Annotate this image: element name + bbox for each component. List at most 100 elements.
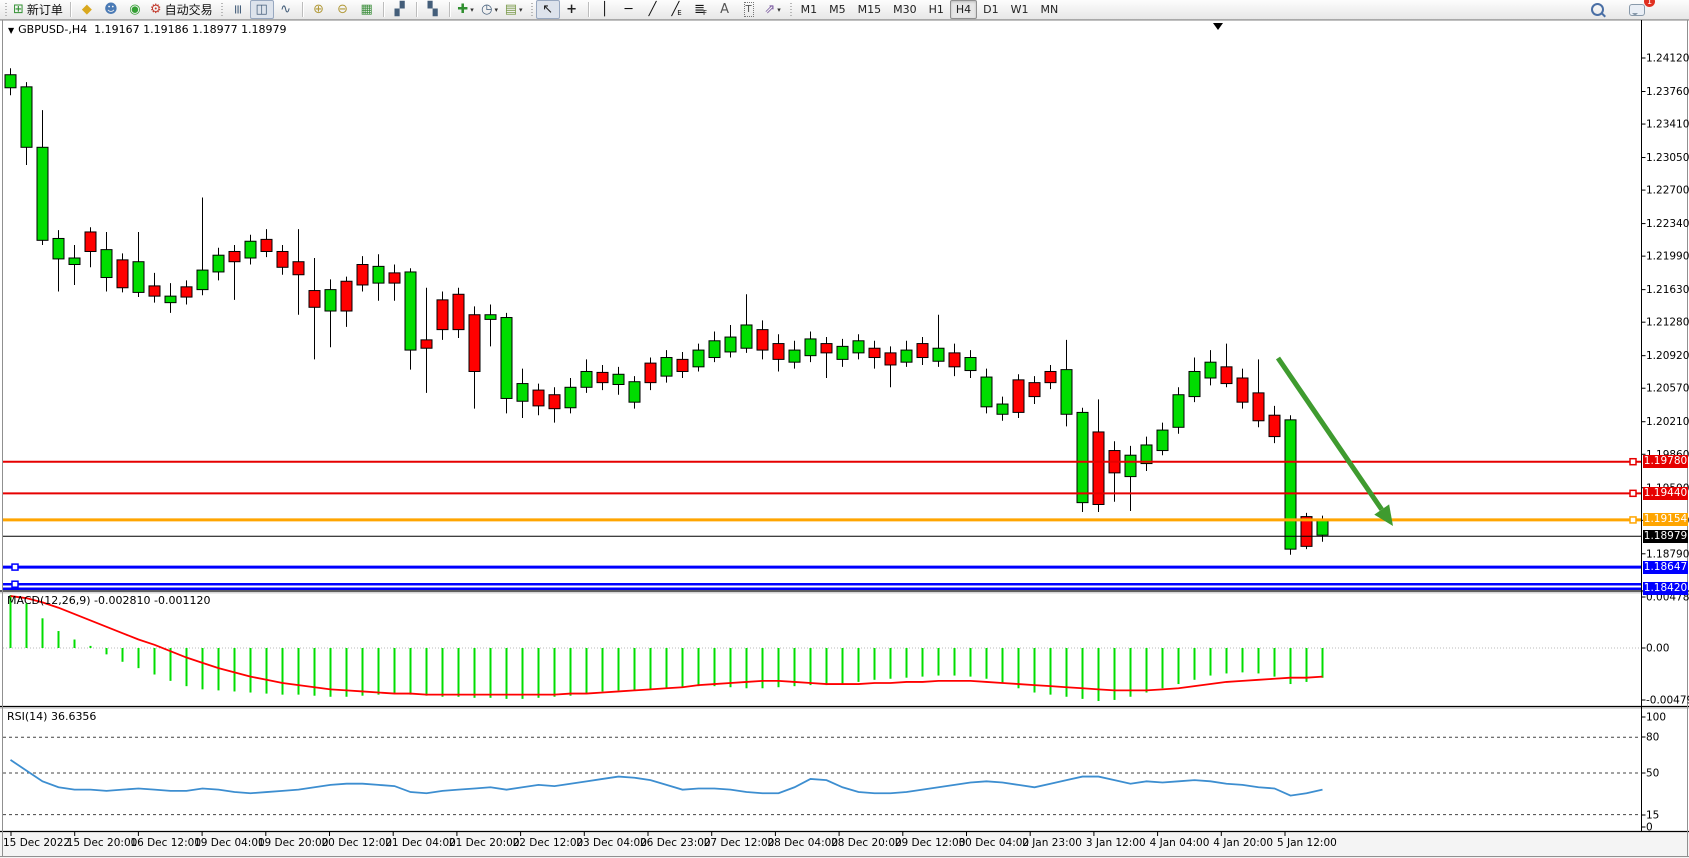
timeframe-M5[interactable]: M5 [829, 3, 846, 16]
trend-arrow[interactable] [1275, 356, 1384, 511]
zoom-out-button[interactable]: ⊖ [331, 0, 355, 19]
chevron-down-icon: ▾ [470, 5, 474, 14]
toolbar-separator [415, 2, 417, 17]
cursor-button[interactable]: ↖ [535, 0, 560, 19]
line-handle[interactable] [11, 580, 19, 588]
tile-windows-icon: ▦ [360, 2, 373, 17]
chevron-down-icon: ▾ [518, 5, 523, 14]
price-tick-label: 1.20570 [1646, 383, 1689, 395]
time-label: 19 Dec 04:00 [194, 837, 265, 849]
auto-scroll-button[interactable]: ▞ [388, 0, 412, 19]
timeframe-H1[interactable]: H1 [928, 3, 944, 16]
search-button[interactable] [1585, 0, 1609, 19]
timeframe-W1[interactable]: W1 [1010, 3, 1029, 16]
timeframe-M15[interactable]: M15 [857, 3, 882, 16]
timeframe-M1[interactable]: M1 [800, 3, 818, 16]
equidistant-channel-button[interactable]: ╱ E [665, 0, 689, 19]
chart-shift-icon: ▚ [427, 2, 438, 17]
zoom-in-button[interactable]: ⊕ [307, 0, 331, 19]
line-handle[interactable] [11, 563, 19, 571]
line-chart-button[interactable]: ∿ [274, 0, 298, 19]
new-order-button[interactable]: ⊞ 新订单 [10, 0, 66, 19]
line-handle[interactable] [1629, 489, 1637, 498]
toolbar-separator [69, 2, 71, 17]
candle-body [1124, 454, 1137, 478]
notifications-button[interactable]: 1 [1625, 0, 1655, 19]
fibonacci-icon-letter: F [703, 8, 708, 17]
candle-body [804, 338, 817, 357]
toolbar-grip [529, 3, 534, 16]
templates-button[interactable]: ▤ ▾ [502, 0, 526, 19]
bar-chart-button[interactable]: ≡ [226, 0, 250, 19]
periods-button[interactable]: ◷ ▾ [478, 0, 502, 19]
crosshair-button[interactable]: + [560, 0, 584, 19]
fibonacci-button[interactable]: ≣ F [689, 0, 713, 19]
auto-scroll-icon: ▞ [394, 2, 405, 17]
candle-body [1252, 392, 1265, 422]
time-label: 4 Jan 20:00 [1213, 837, 1273, 849]
candle-body [692, 349, 705, 368]
new-chart-button[interactable]: ◆ [75, 0, 99, 19]
price-tick-label: 1.21990 [1646, 251, 1689, 263]
candle-body [260, 238, 273, 252]
candle-body [516, 383, 529, 402]
arrows-tool-button[interactable]: ⇗ ▾ [761, 0, 785, 19]
price-tick-label: 1.20210 [1646, 416, 1689, 428]
trend-arrow-head[interactable] [1374, 504, 1393, 526]
candle-body [772, 343, 785, 360]
profiles-icon: ☻ [104, 2, 118, 17]
candle-body [132, 261, 145, 293]
candle-body [1284, 419, 1297, 550]
text-button[interactable]: A [713, 0, 737, 19]
text-label-button[interactable]: T [737, 0, 761, 19]
candle-body [996, 403, 1009, 415]
fibonacci-icon: ≣ [694, 2, 706, 17]
rsi-tick-label: 15 [1646, 810, 1659, 822]
chart-shift-button[interactable]: ▚ [421, 0, 445, 19]
timeframe-H4[interactable]: H4 [949, 0, 978, 19]
candle-body [1268, 414, 1281, 438]
toolbar-separator [448, 2, 450, 17]
price-badge-1.18647: 1.18647 [1643, 560, 1688, 574]
vertical-line-button[interactable]: │ [593, 0, 617, 19]
price-tick-label: 1.23760 [1646, 86, 1689, 98]
candle-body [1220, 366, 1233, 385]
candle-body [916, 343, 929, 359]
candle-body [420, 339, 433, 349]
candle-body [708, 340, 721, 359]
arrows-tool-icon: ⇗ [764, 2, 776, 17]
timeframe-D1[interactable]: D1 [983, 3, 999, 16]
candle-body [532, 389, 545, 407]
candle-body [500, 317, 513, 399]
signals-button[interactable]: ◉ [123, 0, 147, 19]
autotrade-button[interactable]: ⚙ 自动交易 [147, 0, 216, 19]
candle-body [788, 349, 801, 363]
time-label: 28 Dec 20:00 [831, 837, 902, 849]
horizontal-line-button[interactable]: ─ [617, 0, 641, 19]
line-handle[interactable] [1629, 516, 1637, 524]
timeframe-M30[interactable]: M30 [893, 3, 917, 16]
time-label: 21 Dec 20:00 [449, 837, 520, 849]
tile-windows-button[interactable]: ▦ [355, 0, 379, 19]
chart-background [0, 19, 1689, 832]
price-badge-1.18420: 1.18420 [1643, 581, 1688, 595]
time-label: 30 Dec 04:00 [959, 837, 1030, 849]
time-label: 3 Jan 12:00 [1086, 837, 1146, 849]
channel-icon: ╱ [671, 2, 680, 17]
timeframe-MN[interactable]: MN [1040, 3, 1059, 16]
profiles-button[interactable]: ☻ [99, 0, 123, 19]
candle-body [676, 358, 689, 372]
chart-title-expand-icon[interactable]: ▼ [8, 26, 15, 35]
chart-shift-marker[interactable] [1213, 23, 1223, 30]
candlestick-chart-button[interactable]: ◫ [249, 0, 274, 19]
price-badge-1.19154: 1.19154 [1643, 513, 1688, 527]
time-label: 29 Dec 12:00 [895, 837, 966, 849]
candle-body [644, 362, 657, 384]
trendline-button[interactable]: ╱ [641, 0, 665, 19]
line-handle[interactable] [1629, 457, 1637, 466]
toolbar-right-icons: 1 [1585, 0, 1689, 19]
add-indicator-button[interactable]: ✚ ▾ [454, 0, 478, 19]
line-chart-icon: ∿ [280, 2, 292, 17]
chevron-down-icon: ▾ [494, 5, 499, 14]
